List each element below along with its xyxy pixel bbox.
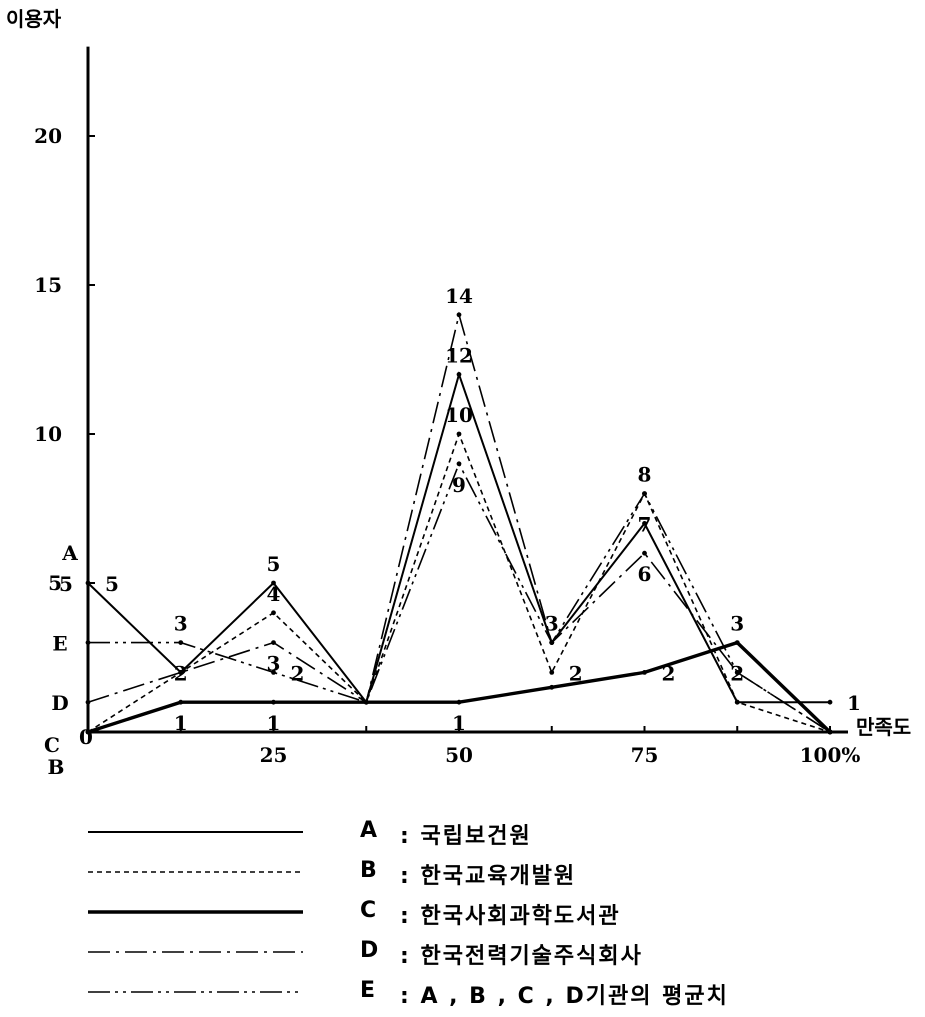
series-point-d	[642, 550, 647, 556]
data-label: 5	[105, 572, 119, 596]
data-label: 9	[452, 473, 466, 497]
data-label: 5	[59, 572, 73, 596]
legend-key: C	[360, 898, 377, 923]
series-point-e	[734, 670, 740, 675]
x-tick-label: 50	[445, 743, 473, 767]
legend-item-a: A : 국립보건원	[0, 812, 925, 852]
x-axis-title: 만족도	[856, 715, 911, 739]
data-label: 2	[662, 661, 676, 685]
legend-label: : 한국사회과학도서관	[400, 904, 621, 929]
data-label: 3	[545, 612, 559, 636]
data-label: 1	[267, 711, 281, 735]
series-point-b	[271, 610, 276, 616]
series-point-a	[827, 699, 833, 705]
legend-key: E	[360, 978, 376, 1003]
legend-item-e: E : A , B , C , D기관의 평균치	[0, 972, 925, 1012]
series-point-e	[85, 640, 91, 645]
data-label: 7	[638, 512, 652, 536]
series-marker-label: E	[52, 632, 67, 656]
legend-key: B	[360, 858, 377, 883]
series-point-e	[178, 640, 184, 645]
data-label: 3	[267, 652, 281, 676]
series-point-e	[642, 491, 647, 496]
legend-line-dashed	[88, 871, 303, 873]
series-point-a	[642, 521, 647, 526]
x-tick-label: 100%	[800, 743, 861, 767]
series-point-c	[734, 640, 740, 645]
series-marker-label: A	[61, 541, 78, 565]
data-label: 1	[174, 711, 188, 735]
legend-line-solid	[88, 831, 303, 833]
y-tick-label: 20	[34, 124, 62, 148]
x-tick-label: 25	[260, 743, 288, 767]
legend-label: : 국립보건원	[400, 824, 532, 849]
series-point-e	[549, 640, 555, 645]
series-point-b	[734, 699, 740, 705]
series-point-e	[827, 729, 833, 735]
series-point-c	[85, 729, 91, 735]
data-label: 3	[730, 612, 744, 636]
data-label: 1	[847, 691, 861, 715]
series-point-c	[271, 699, 276, 705]
data-label: 2	[730, 661, 744, 685]
x-tick-label: 75	[631, 743, 659, 767]
series-point-a	[456, 372, 462, 377]
series-point-c	[456, 699, 462, 705]
series-point-a	[271, 580, 276, 586]
series-point-c	[549, 684, 555, 690]
data-label: 14	[445, 284, 473, 308]
series-point-d	[85, 699, 91, 705]
series-point-e	[363, 699, 369, 705]
legend-label: : 한국교육개발원	[400, 864, 577, 889]
series-point-b	[456, 431, 462, 437]
y-tick-label: 10	[34, 422, 62, 446]
legend-item-b: B : 한국교육개발원	[0, 852, 925, 892]
legend-line-bold	[88, 910, 303, 914]
series-point-d	[456, 312, 462, 318]
series-line-e	[88, 461, 831, 733]
data-label: 2	[174, 661, 188, 685]
series-point-e	[271, 670, 276, 675]
y-axis-title: 이용자	[6, 7, 62, 31]
series-marker-label: D	[51, 691, 68, 715]
legend-key: A	[360, 818, 378, 843]
series-marker-label: 0	[79, 725, 93, 749]
series-point-b	[549, 670, 555, 675]
y-tick-label: 5	[48, 571, 62, 595]
legend-item-d: D : 한국전력기술주식회사	[0, 932, 925, 972]
data-label: 10	[445, 403, 473, 427]
series-point-c	[642, 670, 647, 675]
data-label: 4	[267, 582, 281, 606]
series-marker-label: B	[48, 755, 65, 779]
legend-item-c: C : 한국사회과학도서관	[0, 892, 925, 932]
data-label: 3	[174, 612, 188, 636]
series-point-d	[178, 670, 184, 675]
data-label: 12	[445, 343, 473, 367]
legend-line-dashdot	[88, 951, 303, 953]
series-marker-label: C	[44, 733, 60, 757]
series-point-c	[178, 699, 184, 705]
series-point-a	[85, 580, 91, 586]
data-label: 6	[638, 562, 652, 586]
legend-label: : 한국전력기술주식회사	[400, 944, 643, 969]
series-point-d	[271, 640, 276, 645]
data-label: 1	[452, 711, 466, 735]
y-tick-label: 15	[34, 273, 62, 297]
legend-line-dashdotdot	[88, 991, 303, 993]
legend-key: D	[360, 938, 379, 963]
data-label: 2	[291, 661, 305, 685]
data-label: 8	[638, 463, 652, 487]
legend-label: : A , B , C , D기관의 평균치	[400, 984, 729, 1009]
series-point-e	[456, 461, 462, 467]
data-label: 2	[569, 661, 583, 685]
data-label: 5	[267, 552, 281, 576]
